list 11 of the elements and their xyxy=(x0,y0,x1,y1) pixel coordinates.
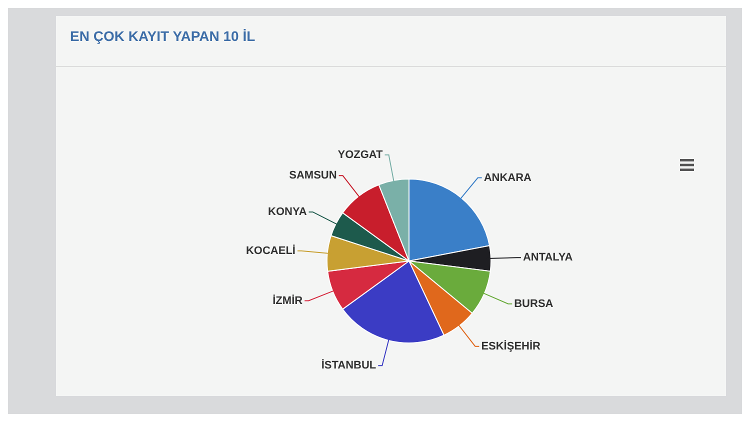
slice-label: YOZGAT xyxy=(338,148,384,161)
slice-label: ANTALYA xyxy=(522,252,573,264)
slice-label: KONYA xyxy=(268,206,307,218)
slice-label: İSTANBUL xyxy=(321,358,376,372)
slice-label: ESKİŞEHİR xyxy=(481,339,541,352)
slice-label: BURSA xyxy=(514,298,554,310)
slice-label: ANKARA xyxy=(484,172,532,184)
chart-title: EN ÇOK KAYIT YAPAN 10 İL xyxy=(70,28,256,44)
slice-label: İZMİR xyxy=(272,294,303,307)
slice-label: KOCAELİ xyxy=(246,244,296,257)
slice-label: SAMSUN xyxy=(289,170,337,182)
